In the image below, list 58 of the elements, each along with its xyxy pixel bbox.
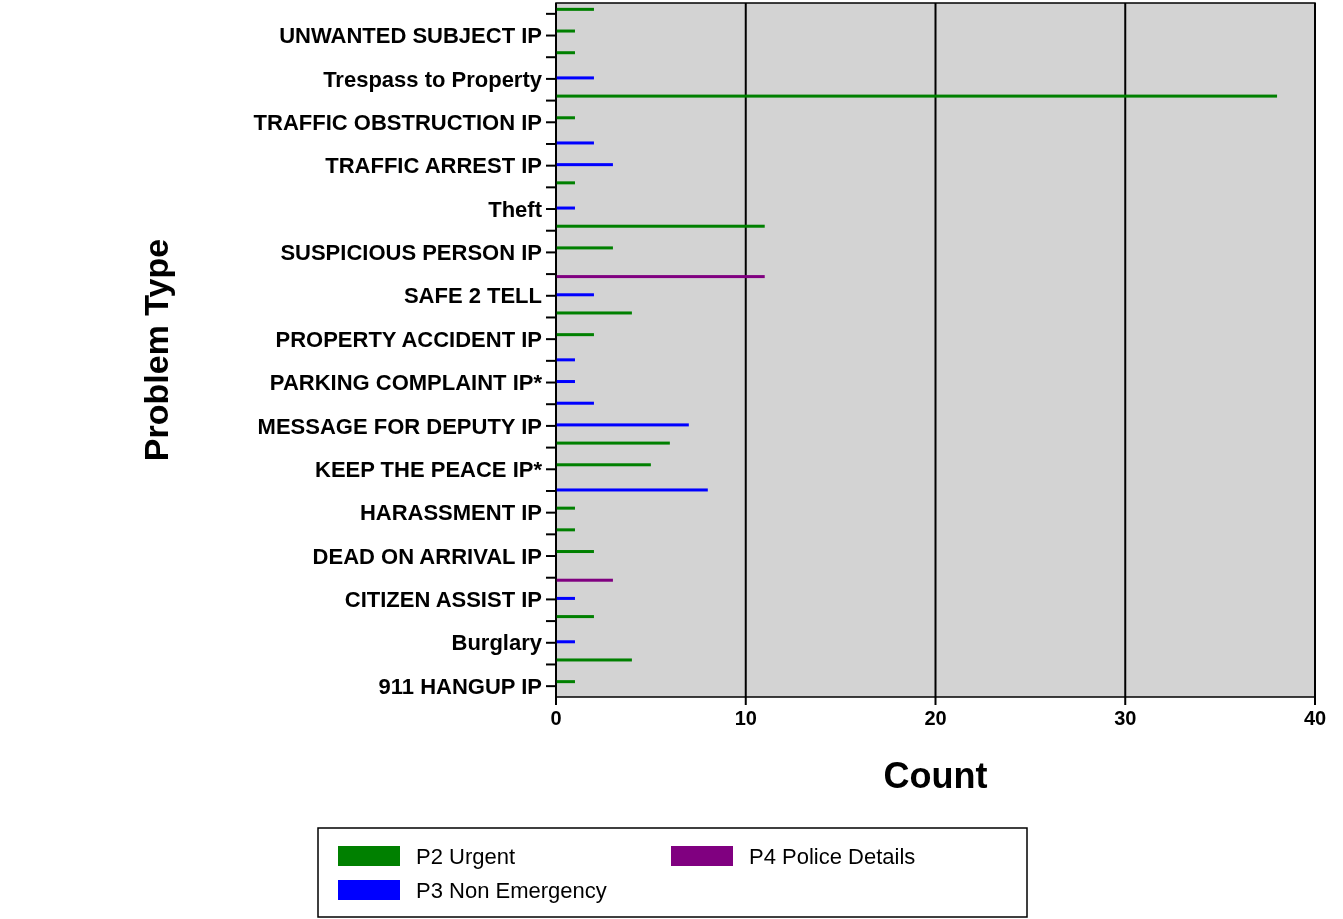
y-tick-label: PARKING COMPLAINT IP* [269, 370, 543, 396]
y-tick-label: TRAFFIC ARREST IP [325, 153, 542, 179]
y-tick-label: HARASSMENT IP [359, 500, 542, 526]
bar [556, 423, 689, 427]
bar [556, 680, 575, 684]
bar [556, 224, 765, 228]
bar [556, 358, 575, 362]
bar [556, 488, 708, 492]
bar [556, 275, 765, 279]
x-axis-title: Count [883, 755, 988, 796]
bar [556, 578, 613, 582]
bar [556, 7, 594, 11]
bar [556, 506, 575, 510]
y-tick-label: CITIZEN ASSIST IP [344, 587, 542, 613]
y-tick-label: UNWANTED SUBJECT IP [279, 23, 542, 49]
y-tick-label: MESSAGE FOR DEPUTY IP [257, 413, 542, 439]
legend-label: P2 Urgent [416, 843, 516, 869]
bar [556, 596, 575, 600]
y-tick-label: 911 HANGUP IP [378, 673, 542, 699]
bar [556, 163, 613, 167]
y-tick-label: KEEP THE PEACE IP* [315, 456, 543, 482]
bar [556, 246, 613, 250]
bar [556, 401, 594, 405]
y-tick-label: TRAFFIC OBSTRUCTION IP [253, 109, 542, 135]
bar [556, 29, 575, 33]
y-axis-title: Problem Type [137, 238, 175, 462]
bar [556, 380, 575, 384]
x-tick-label: 0 [550, 707, 562, 729]
bar [556, 550, 594, 554]
bar [556, 51, 575, 55]
bar [556, 76, 594, 80]
x-tick-label: 30 [1114, 707, 1137, 729]
bar [556, 206, 575, 210]
bar [556, 528, 575, 532]
y-tick-label: Burglary [451, 630, 543, 656]
legend-label: P4 Police Details [749, 843, 916, 869]
y-tick-label: SUSPICIOUS PERSON IP [280, 240, 542, 266]
bar [556, 333, 594, 337]
bar [556, 640, 575, 644]
bar [556, 311, 632, 315]
bar [556, 615, 594, 619]
bar [556, 141, 594, 145]
y-tick-label: Theft [488, 196, 543, 222]
y-tick-label: SAFE 2 TELL [403, 283, 542, 309]
bar [556, 116, 575, 120]
x-tick-label: 40 [1303, 707, 1327, 729]
x-tick-label: 20 [924, 707, 947, 729]
bar [556, 658, 632, 662]
y-tick-label: PROPERTY ACCIDENT IP [275, 326, 542, 352]
y-tick-label: Trespass to Property [323, 66, 543, 92]
bar [556, 94, 1278, 98]
x-tick-label: 10 [734, 707, 757, 729]
bar [556, 293, 594, 297]
y-tick-label: DEAD ON ARRIVAL IP [312, 543, 542, 569]
bar [556, 181, 575, 185]
legend-label: P3 Non Emergency [416, 877, 607, 903]
bar [556, 441, 670, 445]
bar [556, 463, 651, 467]
